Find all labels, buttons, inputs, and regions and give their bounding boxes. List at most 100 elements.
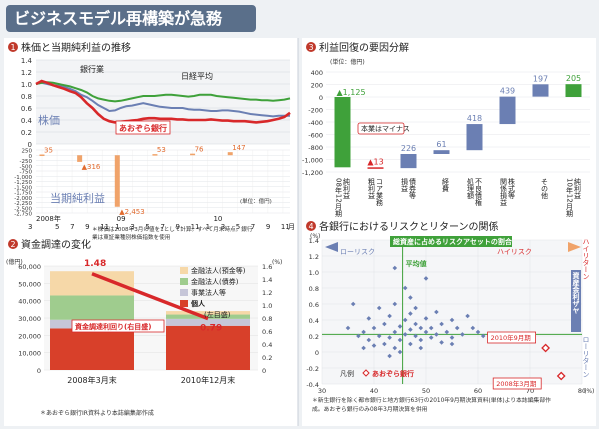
legend-swatch xyxy=(180,278,188,285)
y-tick-label: -500 xyxy=(20,164,33,170)
y-tick-label: 250 xyxy=(22,149,33,155)
y-tick-label: 0.2 xyxy=(309,333,319,341)
scatter-point xyxy=(371,343,377,348)
bar-value-label: ▲13 xyxy=(367,157,383,166)
scatter-point xyxy=(434,309,439,315)
y2-tick-label: 0.8 xyxy=(262,315,272,323)
scatter-point xyxy=(465,313,470,319)
bar-value-label: 418 xyxy=(467,114,482,123)
scatter-point xyxy=(454,325,460,331)
right-band-label: 資産金利ザヤ xyxy=(572,271,581,314)
scatter-point xyxy=(361,329,366,335)
scatter-point xyxy=(376,305,382,311)
scatter-point xyxy=(428,325,434,331)
scatter-point xyxy=(392,329,398,335)
arrow-left-icon xyxy=(325,242,338,252)
y-tick-label: -200 xyxy=(308,107,323,115)
waterfall-bar xyxy=(466,124,483,151)
panel2-title: 資金調達の変化 xyxy=(21,238,91,251)
legend-note: (左目盛) xyxy=(204,310,231,319)
x-category-label: 純利益 xyxy=(343,177,351,199)
series-line xyxy=(35,81,291,103)
scatter-point xyxy=(397,349,403,355)
scatter-point xyxy=(408,327,413,332)
panel4-heading: 4 各銀行におけるリスクとリターンの関係 xyxy=(306,220,499,233)
svg-text:1: 1 xyxy=(10,43,15,52)
y-tick-label: -1,000 xyxy=(302,157,323,165)
y-tick-label: -1,200 xyxy=(302,169,323,177)
scatter-point xyxy=(402,317,408,323)
top-band xyxy=(390,236,512,247)
note-line1: ＊新生銀行を除く都市銀行と地方銀行63行の2010年9月期決算資料(単体)より本… xyxy=(312,396,551,404)
x-category-label: 10年12月期 xyxy=(566,178,574,218)
bar-value-label: 197 xyxy=(533,74,548,83)
x-category-label: 2010年12月末 xyxy=(181,375,236,385)
y-tick-label: -2,500 xyxy=(14,206,32,212)
scatter-point xyxy=(434,332,439,337)
y-tick-label: 0 xyxy=(37,367,41,375)
y-tick-label: 200 xyxy=(311,82,323,90)
stack-segment xyxy=(166,314,250,319)
callout-box xyxy=(357,122,405,135)
low-return-label: ローリターン xyxy=(582,336,590,378)
x-category-label: その他 xyxy=(541,178,549,200)
bar-value-label: 61 xyxy=(436,140,446,149)
legend-bank: あおぞら銀行 xyxy=(372,369,414,378)
panel3-heading: 3 利益回復の要因分解 xyxy=(306,41,409,54)
y-tick-label: -1,250 xyxy=(14,180,32,186)
y2-unit: (%) xyxy=(272,259,282,266)
bar-value-label: 226 xyxy=(401,144,416,153)
x-category-label: 債券等 xyxy=(409,177,417,199)
note: ＊あおぞら銀行IR資料より本誌編集部作成 xyxy=(40,409,154,417)
y-unit: (%) xyxy=(310,233,320,240)
scatter-point xyxy=(387,313,392,319)
scatter-point xyxy=(408,341,413,347)
y-tick-label: 1.0 xyxy=(309,269,319,277)
scatter-point xyxy=(366,337,372,343)
rate-label: 1.48 xyxy=(84,259,106,269)
y2-tick-label: 1.0 xyxy=(262,302,272,310)
y-tick-label: -2,750 xyxy=(14,212,32,218)
y-tick-label: 0.8 xyxy=(309,285,319,293)
panel3-title: 利益回復の要因分解 xyxy=(319,41,409,54)
panel1-title: 株価と当期純利益の推移 xyxy=(21,41,131,54)
legend-box xyxy=(115,120,171,135)
scatter-point xyxy=(418,337,424,343)
unit-label: (単位：億円) xyxy=(240,197,272,205)
avg-label: 平均値 xyxy=(406,259,427,268)
x-month-label: 5 xyxy=(145,223,149,231)
waterfall-bar xyxy=(334,97,351,168)
scatter-point xyxy=(449,335,455,340)
scatter-point xyxy=(382,321,387,327)
rate-legend: 資金調達利回り(右目盛) xyxy=(75,322,151,331)
high-return-label: ハイリターン xyxy=(582,238,590,280)
y-tick-label: 0.6 xyxy=(21,105,33,113)
y-tick-label: 0.8 xyxy=(21,93,32,101)
right-band xyxy=(571,270,581,332)
bar-value-label: 205 xyxy=(566,74,581,83)
x-category-label: 損益 xyxy=(401,177,409,192)
x-month-label: 7 xyxy=(160,223,164,231)
rate-label: 0.79 xyxy=(200,324,222,334)
y-tick-label: -1,500 xyxy=(14,185,32,191)
x-category-label: 関係損益 xyxy=(500,178,508,206)
y-tick-label: 1.4 xyxy=(309,237,319,245)
note-line1: ＊株価は2008年3月の値を1として計算。すべて月末時点。銀行 xyxy=(92,225,253,233)
note-line2: 成。あおぞら銀行のみ08年3月期決算を併用 xyxy=(312,405,428,413)
scatter-point xyxy=(480,333,486,339)
legend-label: 金融法人(預金等) xyxy=(191,266,246,275)
y-tick-label: -2,250 xyxy=(14,201,32,207)
scatter-point xyxy=(387,353,392,359)
legend-swatch xyxy=(180,300,188,307)
high-risk-label: ハイリスク xyxy=(497,248,532,256)
income-bar-label: 35 xyxy=(44,147,53,155)
x-month-label: 9 xyxy=(176,223,180,231)
scatter-point xyxy=(366,316,372,321)
scatter-point xyxy=(392,301,398,307)
scatter-point xyxy=(460,332,465,337)
legend-title: 凡例 xyxy=(340,369,354,378)
income-bar xyxy=(77,155,83,162)
y-tick-label: 10,000 xyxy=(18,350,41,358)
